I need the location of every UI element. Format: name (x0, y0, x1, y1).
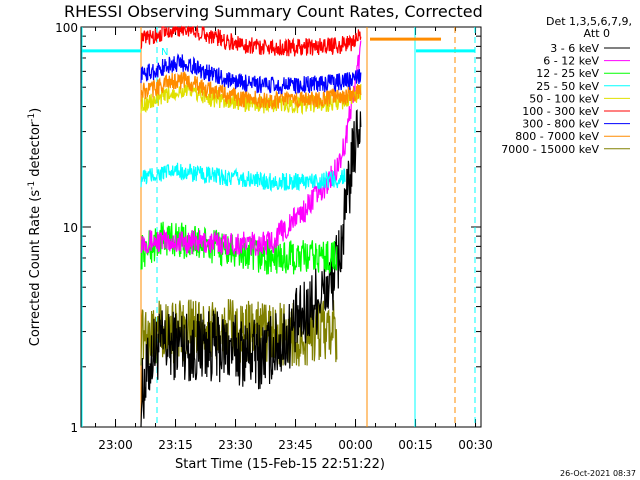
legend-label: 12 - 25 keV (536, 67, 599, 80)
legend-label: 6 - 12 keV (543, 55, 599, 68)
x-tick-label: 00:15 (398, 438, 433, 452)
annotation-label: N (161, 47, 168, 58)
y-axis-label-sup-1: -1 (27, 181, 37, 190)
legend-label: 800 - 7000 keV (515, 130, 599, 143)
series-line-1 (140, 40, 362, 257)
axes: 23:00 23:15 23:30 23:45 00:00 00:15 00:30 1 10 10… (55, 21, 493, 452)
legend-header-1: Det 1,3,5,6,7,9, (546, 15, 632, 28)
y-axis-label-main: Corrected Count Rate (s (28, 190, 43, 347)
attenuator-bars (82, 37, 475, 53)
series-group (140, 24, 362, 428)
x-tick-label: 23:15 (158, 438, 193, 452)
legend-label: 3 - 6 keV (550, 42, 599, 55)
series-line-3 (140, 162, 346, 193)
svg-text:Corrected Count Rate (s-1 dete: Corrected Count Rate (s-1 detector-1) (27, 108, 43, 346)
series-line-0 (140, 109, 362, 428)
x-tick-label: 23:00 (98, 438, 133, 452)
timestamp: 26-Oct-2021 08:37 (560, 469, 636, 478)
y-axis-label-mid: detector (28, 121, 43, 181)
x-axis-label: Start Time (15-Feb-15 22:51:22) (175, 457, 385, 472)
y-axis-label-sup-2: -1 (27, 113, 37, 122)
legend-label: 100 - 300 keV (522, 105, 599, 118)
legend-label: 300 - 800 keV (522, 118, 599, 131)
series-line-7 (140, 71, 362, 110)
x-tick-label: 00:30 (458, 438, 493, 452)
legend-header-2: Att 0 (584, 27, 610, 40)
series-line-5 (140, 24, 362, 57)
legend-label: 25 - 50 keV (536, 80, 599, 93)
y-tick-label: 10 (63, 221, 78, 235)
y-tick-label: 100 (55, 21, 78, 35)
annotations: N (161, 47, 168, 58)
x-tick-label: 23:30 (218, 438, 253, 452)
legend-label: 7000 - 15000 keV (501, 143, 599, 156)
y-tick-label: 1 (70, 421, 78, 435)
x-tick-label: 23:45 (278, 438, 313, 452)
vertical-markers (81, 27, 476, 427)
x-tick-label: 00:00 (338, 438, 373, 452)
series-line-6 (140, 53, 362, 95)
chart-title: RHESSI Observing Summary Count Rates, Co… (64, 2, 483, 21)
y-axis-label-end: ) (28, 108, 43, 113)
legend-label: 50 - 100 keV (529, 92, 599, 105)
y-axis-label: Corrected Count Rate (s-1 detector-1) (27, 108, 43, 346)
